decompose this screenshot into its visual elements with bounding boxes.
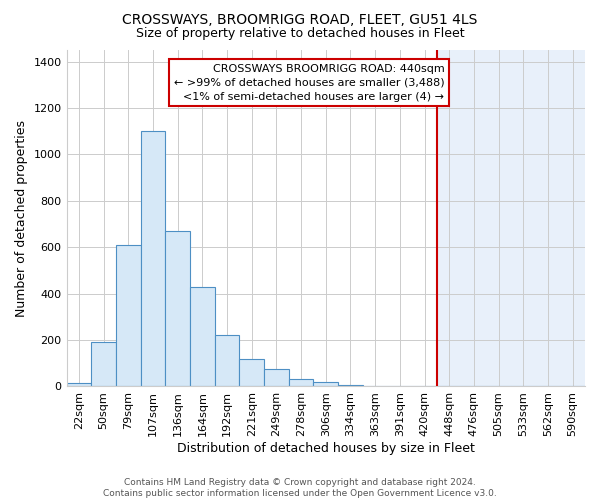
Text: Contains HM Land Registry data © Crown copyright and database right 2024.
Contai: Contains HM Land Registry data © Crown c… — [103, 478, 497, 498]
Bar — [289, 380, 313, 386]
Bar — [190, 286, 215, 386]
Text: CROSSWAYS, BROOMRIGG ROAD, FLEET, GU51 4LS: CROSSWAYS, BROOMRIGG ROAD, FLEET, GU51 4… — [122, 12, 478, 26]
Bar — [140, 131, 165, 386]
Bar — [215, 336, 239, 386]
Bar — [165, 231, 190, 386]
Bar — [264, 369, 289, 386]
Y-axis label: Number of detached properties: Number of detached properties — [15, 120, 28, 316]
Bar — [91, 342, 116, 386]
X-axis label: Distribution of detached houses by size in Fleet: Distribution of detached houses by size … — [177, 442, 475, 455]
Bar — [239, 358, 264, 386]
Bar — [67, 383, 91, 386]
Bar — [437, 50, 585, 386]
Text: Size of property relative to detached houses in Fleet: Size of property relative to detached ho… — [136, 28, 464, 40]
Bar — [116, 245, 140, 386]
Text: CROSSWAYS BROOMRIGG ROAD: 440sqm
← >99% of detached houses are smaller (3,488)
<: CROSSWAYS BROOMRIGG ROAD: 440sqm ← >99% … — [173, 64, 444, 102]
Bar — [313, 382, 338, 386]
